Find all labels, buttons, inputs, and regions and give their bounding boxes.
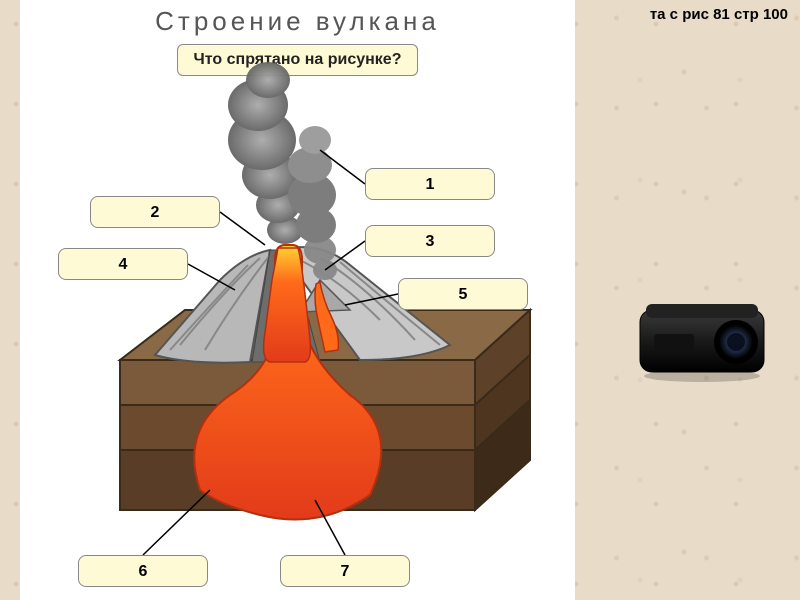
diagram-panel: Строение вулкана Что спрятано на рисунке… — [20, 0, 575, 600]
label-2[interactable]: 2 — [90, 196, 220, 228]
label-5[interactable]: 5 — [398, 278, 528, 310]
label-3[interactable]: 3 — [365, 225, 495, 257]
header-text: та с рис 81 стр 100 — [650, 6, 788, 23]
projector-image — [632, 290, 772, 390]
label-4[interactable]: 4 — [58, 248, 188, 280]
label-7[interactable]: 7 — [280, 555, 410, 587]
label-1[interactable]: 1 — [365, 168, 495, 200]
leader-line — [220, 212, 265, 245]
label-6[interactable]: 6 — [78, 555, 208, 587]
